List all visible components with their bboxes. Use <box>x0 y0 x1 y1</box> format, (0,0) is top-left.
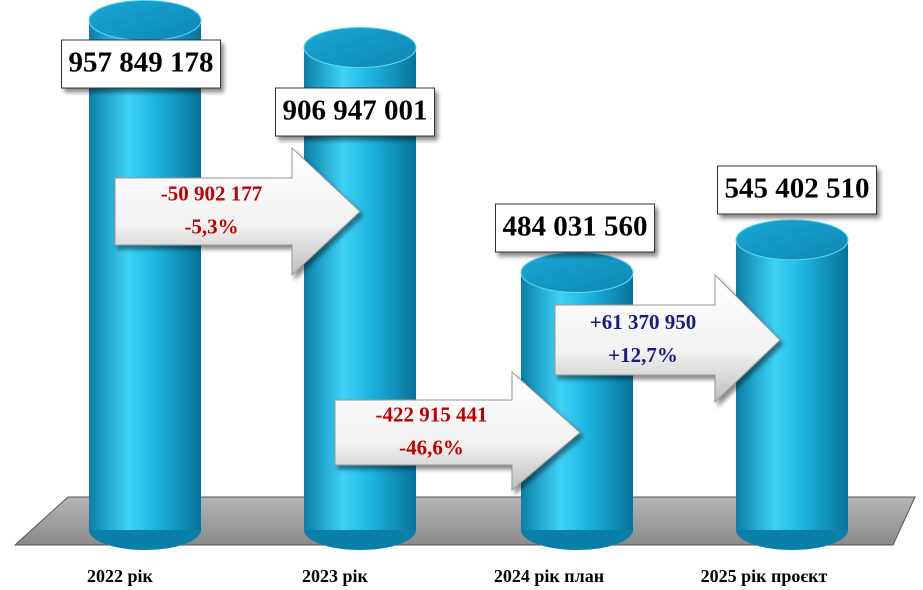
annotation: -50 902 177 <box>161 181 263 205</box>
bar <box>89 20 201 531</box>
x-tick-label: 2024 рік план <box>494 566 604 586</box>
arrow <box>554 273 781 404</box>
value-label-box <box>275 87 435 137</box>
bar <box>736 239 848 530</box>
cylinder-top <box>88 0 202 41</box>
annotation: -46,6% <box>399 435 464 459</box>
value-label-box <box>495 203 655 253</box>
annotation: +61 370 950 <box>590 310 696 334</box>
x-tick-label: 2022 рік <box>87 566 154 586</box>
value-label-box <box>717 165 877 215</box>
x-tick-label: 2023 рік <box>302 566 369 586</box>
annotation: +12,7% <box>608 343 678 367</box>
value-label: 484 031 560 <box>503 211 648 243</box>
value-label: 957 849 178 <box>69 47 214 79</box>
value-label: 545 402 510 <box>725 173 870 205</box>
cylinder-top <box>303 27 417 69</box>
arrow <box>114 146 361 277</box>
cylinder-top <box>520 251 634 293</box>
cylinder-top <box>735 219 849 261</box>
annotation: -5,3% <box>184 214 238 238</box>
value-label: 906 947 001 <box>283 95 428 127</box>
annotation: -422 915 441 <box>376 402 488 426</box>
x-tick-label: 2025 рік проєкт <box>701 566 828 586</box>
arrow <box>334 370 581 492</box>
value-label-box <box>61 39 221 89</box>
